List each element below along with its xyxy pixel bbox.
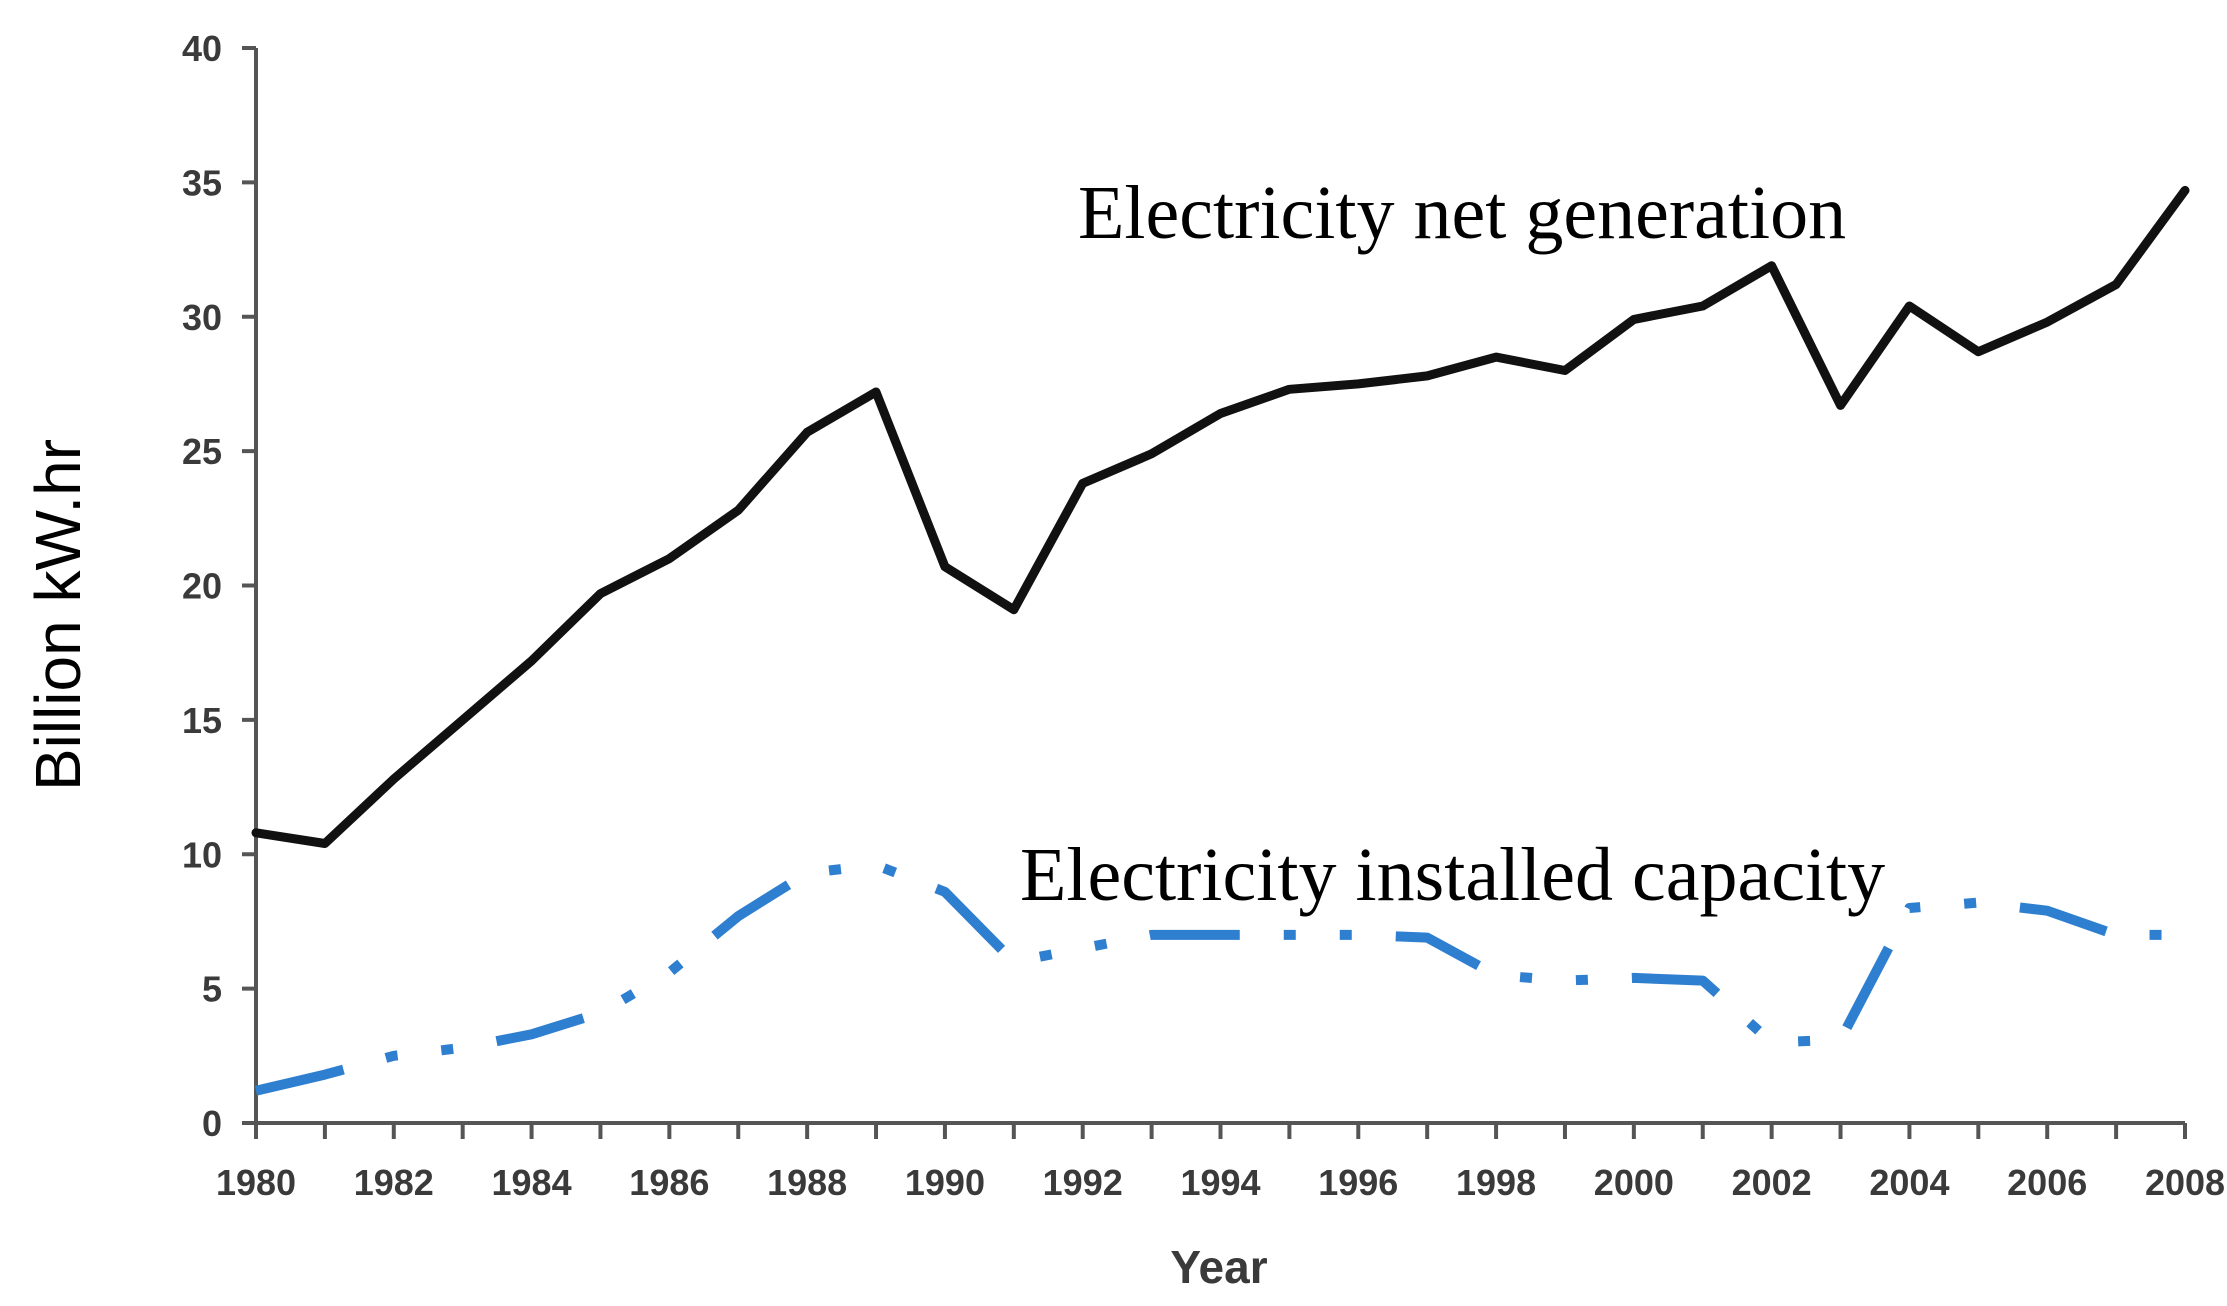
y-tick-label: 0 <box>202 1103 222 1144</box>
x-tick-label: 1986 <box>629 1162 709 1203</box>
series-layer <box>251 185 2190 1096</box>
x-tick-label: 1998 <box>1456 1162 1536 1203</box>
x-tick-label: 2002 <box>1732 1162 1812 1203</box>
data-point-1 <box>805 871 809 875</box>
data-point-1 <box>1976 901 1980 905</box>
data-point-1 <box>1081 946 1085 950</box>
data-point-1 <box>874 863 878 867</box>
x-tick-label: 1984 <box>492 1162 572 1203</box>
x-tick-label: 1990 <box>905 1162 985 1203</box>
y-tick-label: 20 <box>182 566 222 607</box>
series-line-0 <box>251 185 2190 848</box>
y-tick-label: 5 <box>202 969 222 1010</box>
x-tick-label: 2006 <box>2007 1162 2087 1203</box>
x-tick-label: 1992 <box>1043 1162 1123 1203</box>
x-tick-label: 2008 <box>2145 1162 2225 1203</box>
y-tick-label: 40 <box>182 28 222 69</box>
y-tick-label: 35 <box>182 162 222 203</box>
x-tick-label: 1988 <box>767 1162 847 1203</box>
data-point-1 <box>1563 979 1567 983</box>
y-tick-label: 10 <box>182 834 222 875</box>
data-point-1 <box>2183 933 2187 937</box>
annotation-installed-capacity: Electricity installed capacity <box>1020 833 1885 917</box>
data-point-1 <box>667 971 671 975</box>
data-point-1 <box>1494 973 1498 977</box>
data-point-1 <box>1012 960 1016 964</box>
data-point-1 <box>598 1011 602 1015</box>
data-point-1 <box>1839 1038 1843 1042</box>
annotation-net-generation: Electricity net generation <box>1078 171 1846 255</box>
x-tick-label: 1996 <box>1318 1162 1398 1203</box>
x-tick-label: 1994 <box>1180 1162 1260 1203</box>
data-point-1 <box>1770 1040 1774 1044</box>
y-axis: 0 5 10 15 20 25 30 35 40 <box>182 28 258 1144</box>
y-tick-label: 15 <box>182 700 222 741</box>
data-point-1 <box>1356 933 1360 937</box>
x-tick-label: 1982 <box>354 1162 434 1203</box>
data-point-1 <box>461 1046 465 1050</box>
x-tick-label: 1980 <box>216 1162 296 1203</box>
y-tick-label: 30 <box>182 297 222 338</box>
data-point-1 <box>2114 933 2118 937</box>
x-axis-title: Year <box>1170 1241 1267 1293</box>
x-axis: 1980 1982 1984 1986 1988 1990 1992 1994 1996 1998… <box>216 1121 2225 1203</box>
y-axis-title: Billion kW.hr <box>22 439 94 791</box>
y-tick-label: 25 <box>182 431 222 472</box>
series-line-1 <box>254 860 2185 1096</box>
x-tick-label: 2000 <box>1594 1162 1674 1203</box>
x-tick-label: 2004 <box>1869 1162 1949 1203</box>
